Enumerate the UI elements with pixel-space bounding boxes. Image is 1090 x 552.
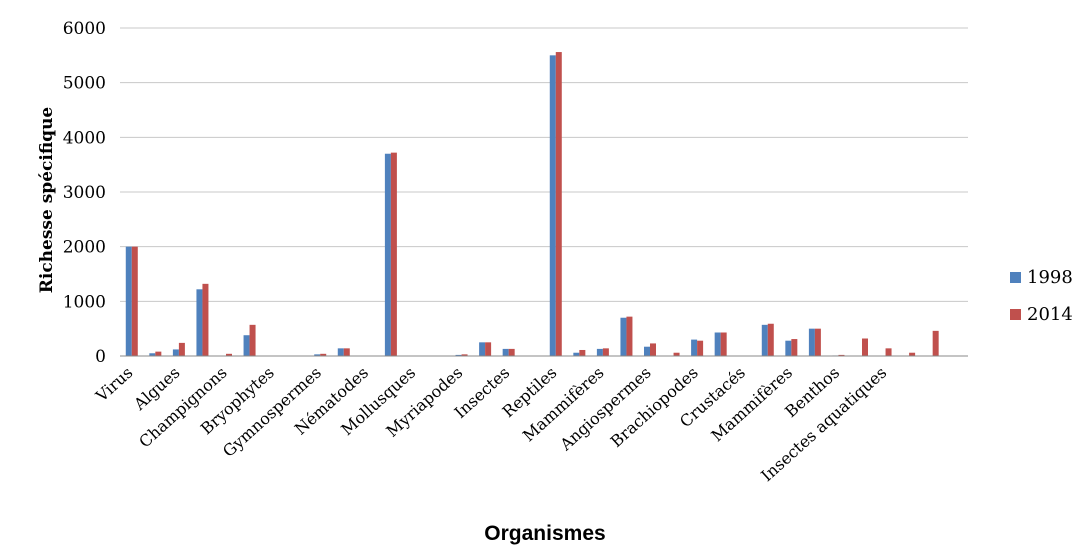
x-tick-label: Mammifères bbox=[707, 363, 796, 445]
y-tick-label: 1000 bbox=[63, 292, 106, 312]
y-axis-label: Richesse spécifique bbox=[37, 107, 57, 294]
gridlines bbox=[120, 27, 968, 302]
bar-1998-0 bbox=[125, 246, 132, 356]
bar-2014-21 bbox=[626, 316, 633, 356]
bar-2014-31 bbox=[862, 338, 868, 356]
y-tick-label: 0 bbox=[95, 347, 106, 367]
bar-1998-25 bbox=[714, 332, 721, 356]
bar-2014-34 bbox=[932, 330, 939, 356]
y-tick-label: 6000 bbox=[63, 19, 106, 39]
bar-1998-21 bbox=[620, 317, 627, 356]
bar-2014-1 bbox=[155, 351, 162, 356]
bar-1998-5 bbox=[243, 335, 250, 356]
bar-1998-29 bbox=[808, 328, 815, 356]
bar-1998-19 bbox=[573, 352, 580, 356]
bar-2014-16 bbox=[508, 348, 515, 356]
x-axis-label: Organismes bbox=[484, 522, 605, 545]
bar-2014-3 bbox=[202, 283, 209, 356]
bar-1998-22 bbox=[644, 346, 650, 356]
legend-swatch-2014 bbox=[1010, 309, 1021, 320]
bar-2014-19 bbox=[579, 349, 586, 356]
bar-1998-14 bbox=[455, 354, 462, 356]
legend: 1998 2014 bbox=[1010, 267, 1073, 325]
bar-1998-11 bbox=[384, 153, 391, 356]
bar-2014-2 bbox=[178, 342, 185, 356]
y-tick-label: 2000 bbox=[63, 238, 106, 258]
bar-2014-27 bbox=[767, 323, 774, 356]
bar-1998-2 bbox=[172, 349, 179, 356]
bars bbox=[125, 52, 939, 356]
x-axis-ticks: VirusAlguesChampignonsBryophytesGymnospe… bbox=[91, 363, 890, 485]
bar-2014-20 bbox=[602, 348, 609, 356]
bar-2014-22 bbox=[650, 343, 656, 356]
bar-2014-23 bbox=[673, 352, 680, 356]
bar-2014-32 bbox=[885, 348, 892, 356]
bar-1998-27 bbox=[761, 324, 768, 356]
bar-1998-8 bbox=[314, 354, 321, 356]
bar-2014-15 bbox=[485, 342, 492, 356]
bar-2014-8 bbox=[320, 353, 327, 356]
y-tick-label: 5000 bbox=[63, 74, 106, 94]
bar-2014-9 bbox=[343, 348, 350, 356]
bar-1998-3 bbox=[196, 289, 203, 356]
legend-label-1998: 1998 bbox=[1027, 267, 1073, 288]
bar-2014-29 bbox=[814, 328, 821, 356]
bar-2014-14 bbox=[461, 354, 468, 356]
bar-1998-18 bbox=[549, 55, 556, 356]
bar-1998-28 bbox=[785, 340, 792, 356]
bar-2014-33 bbox=[909, 352, 916, 356]
bar-2014-11 bbox=[390, 152, 397, 356]
bar-2014-4 bbox=[226, 353, 232, 356]
bar-2014-0 bbox=[131, 246, 138, 356]
bar-2014-25 bbox=[720, 332, 727, 356]
bar-2014-18 bbox=[555, 52, 562, 356]
bar-1998-24 bbox=[691, 339, 698, 356]
bar-2014-24 bbox=[697, 340, 704, 356]
bar-1998-20 bbox=[596, 348, 603, 356]
legend-label-2014: 2014 bbox=[1027, 304, 1073, 325]
bar-1998-1 bbox=[149, 353, 156, 356]
legend-swatch-1998 bbox=[1010, 272, 1021, 283]
y-tick-label: 3000 bbox=[63, 183, 106, 203]
bar-1998-15 bbox=[479, 342, 486, 356]
bar-2014-28 bbox=[791, 339, 798, 356]
y-tick-label: 4000 bbox=[63, 128, 106, 148]
bar-1998-16 bbox=[502, 348, 509, 356]
bar-2014-30 bbox=[838, 354, 845, 356]
bar-2014-5 bbox=[249, 324, 256, 356]
y-axis-ticks: 0 1000 2000 3000 4000 5000 6000 bbox=[63, 19, 106, 367]
bar-1998-9 bbox=[337, 348, 344, 356]
